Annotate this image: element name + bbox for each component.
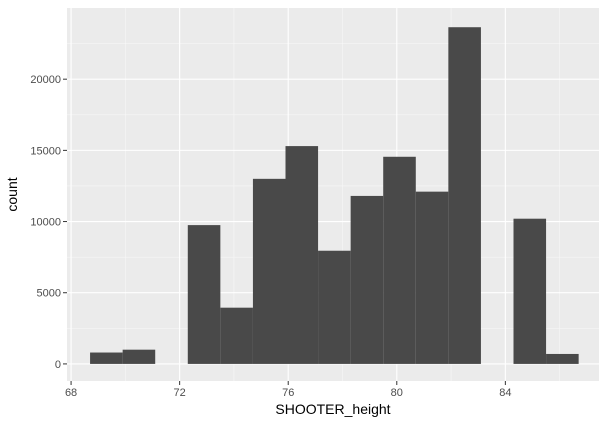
x-tick-label: 76 (282, 387, 294, 399)
histogram-bar (285, 146, 319, 364)
x-axis: 68 72 76 80 84 (65, 381, 511, 399)
y-tick-label: 15000 (30, 145, 61, 157)
histogram-bar (448, 27, 481, 364)
histogram-bar (318, 250, 351, 364)
histogram-bar (90, 352, 123, 364)
histogram-bar (350, 195, 384, 364)
x-tick-label: 84 (499, 387, 511, 399)
histogram-bar (220, 307, 253, 364)
histogram-bar (122, 349, 156, 364)
y-tick-label: 0 (55, 359, 61, 371)
histogram-bar (415, 191, 449, 364)
histogram-bar (513, 218, 547, 364)
y-tick-label: 5000 (37, 288, 61, 300)
x-tick-label: 80 (391, 387, 403, 399)
y-axis: 0 5000 10000 15000 20000 (30, 74, 67, 371)
x-tick-label: 72 (174, 387, 186, 399)
y-axis-title: count (4, 177, 20, 211)
histogram-bar (383, 156, 416, 364)
histogram-bar (187, 225, 221, 364)
histogram-bar (546, 353, 579, 364)
x-axis-title: SHOOTER_height (275, 401, 390, 417)
histogram-bars (90, 27, 579, 364)
histogram-bar (252, 178, 286, 364)
x-tick-label: 68 (65, 387, 77, 399)
y-tick-label: 20000 (30, 74, 61, 86)
y-tick-label: 10000 (30, 217, 61, 229)
